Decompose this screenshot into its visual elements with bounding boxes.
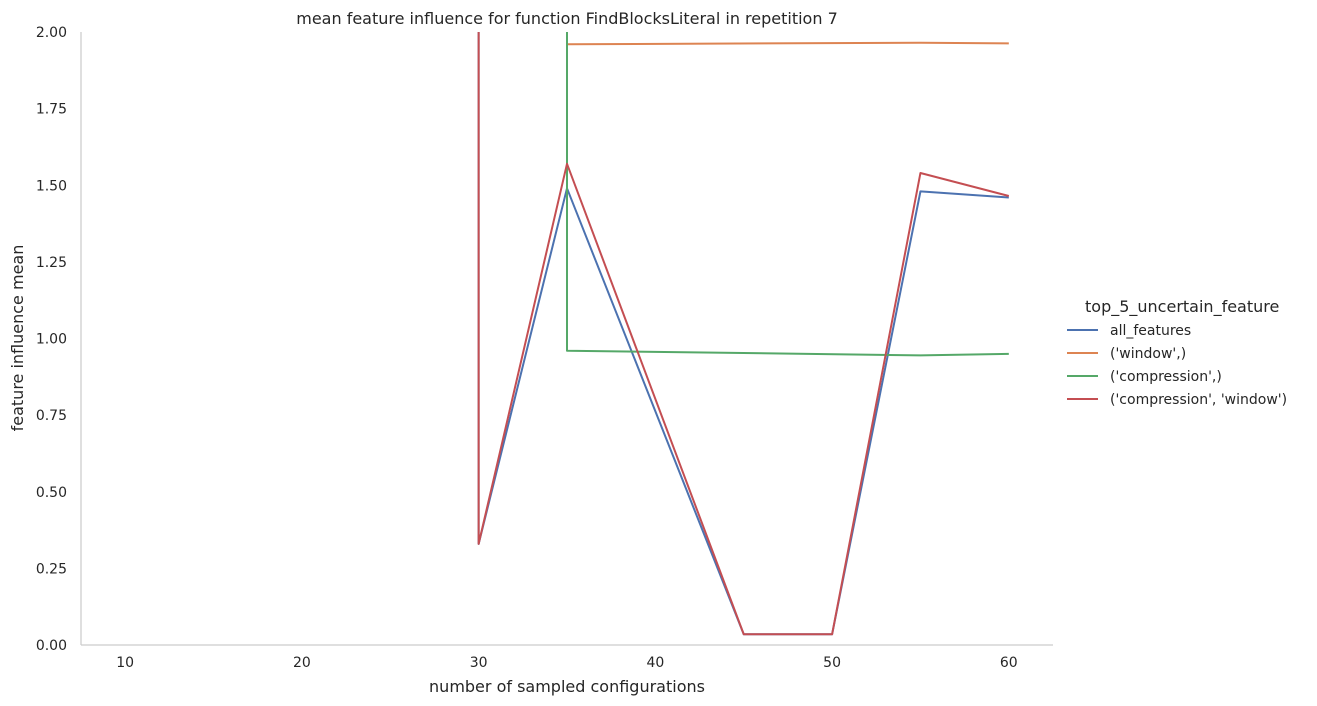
legend: top_5_uncertain_feature all_features ('wi… xyxy=(1067,297,1287,408)
legend-items: all_features ('window',) ('compression',) (… xyxy=(1067,323,1287,408)
x-axis-title: number of sampled configurations xyxy=(429,677,705,696)
y-tick-label: 0.25 xyxy=(36,561,67,577)
x-tick-label: 20 xyxy=(293,655,311,671)
y-tick-label: 0.75 xyxy=(36,408,67,424)
chart-title: mean feature influence for function Find… xyxy=(296,9,838,28)
legend-label: ('compression',) xyxy=(1110,369,1222,385)
axes-layer xyxy=(80,32,1053,646)
y-axis-title: feature influence mean xyxy=(8,245,27,432)
y-tick-label: 0.50 xyxy=(36,485,67,501)
legend-label: all_features xyxy=(1110,323,1191,339)
y-tick-label: 1.50 xyxy=(36,178,67,194)
y-tick-label: 1.00 xyxy=(36,332,67,348)
x-tick-label: 30 xyxy=(470,655,488,671)
series-layer xyxy=(477,32,1010,636)
y-tick-label: 2.00 xyxy=(36,25,67,41)
x-tick-labels: 10 20 30 40 50 60 xyxy=(116,655,1017,671)
y-tick-label: 1.75 xyxy=(36,102,67,118)
x-tick-label: 40 xyxy=(646,655,664,671)
series-line-1 xyxy=(477,32,1009,636)
series-line-4 xyxy=(477,32,1010,636)
legend-label: ('compression', 'window') xyxy=(1110,392,1287,408)
y-tick-labels: 0.00 0.25 0.50 0.75 1.00 1.25 1.50 1.75 2.00 xyxy=(36,25,67,654)
x-tick-label: 60 xyxy=(1000,655,1018,671)
legend-label: ('window',) xyxy=(1110,346,1186,362)
y-tick-label: 1.25 xyxy=(36,255,67,271)
series-line-3 xyxy=(566,32,1009,357)
y-tick-label: 0.00 xyxy=(36,638,67,654)
x-tick-label: 50 xyxy=(823,655,841,671)
series-line-2 xyxy=(566,32,1009,46)
legend-title: top_5_uncertain_feature xyxy=(1085,297,1279,317)
x-tick-label: 10 xyxy=(116,655,134,671)
